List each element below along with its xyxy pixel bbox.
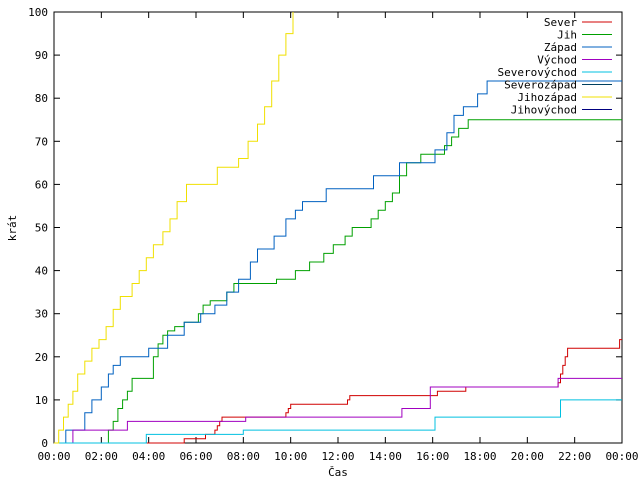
- legend-label: Západ: [544, 41, 577, 54]
- x-tick-label: 06:00: [179, 450, 212, 463]
- x-tick-label: 04:00: [132, 450, 165, 463]
- series-line-3: [54, 80, 622, 444]
- y-tick-label: 70: [35, 135, 48, 148]
- x-tick-label: 12:00: [321, 450, 354, 463]
- legend-label: Jihovýchod: [511, 104, 577, 117]
- y-tick-label: 50: [35, 222, 48, 235]
- x-tick-label: 18:00: [463, 450, 496, 463]
- y-tick-label: 90: [35, 49, 48, 62]
- y-tick-label: 60: [35, 178, 48, 191]
- x-tick-label: 14:00: [369, 450, 402, 463]
- y-tick-label: 0: [41, 437, 48, 450]
- y-tick-label: 20: [35, 351, 48, 364]
- x-tick-label: 10:00: [274, 450, 307, 463]
- x-axis-label: Čas: [328, 466, 348, 479]
- x-tick-label: 16:00: [416, 450, 449, 463]
- y-axis-ticks: 0 10 20 30 40 50 60 70 80 90 100: [28, 6, 622, 450]
- legend-label: Jihozápad: [517, 91, 577, 104]
- y-tick-label: 30: [35, 308, 48, 321]
- x-axis-ticks: 00:00 02:00 04:00 06:00 08:00 10:00 12:00 14:00…: [37, 12, 639, 463]
- legend-label: Jih: [557, 29, 577, 42]
- y-tick-label: 80: [35, 92, 48, 105]
- x-tick-label: 08:00: [227, 450, 260, 463]
- legend-label: Severozápad: [504, 79, 577, 92]
- x-tick-label: 02:00: [85, 450, 118, 463]
- series-line-7: [54, 12, 294, 444]
- series-line-2: [54, 119, 622, 444]
- y-tick-label: 40: [35, 265, 48, 278]
- x-tick-label: 00:00: [605, 450, 638, 463]
- series-line-5: [54, 399, 622, 444]
- y-axis-label: krát: [6, 215, 19, 242]
- legend-label: Sever: [544, 16, 577, 29]
- y-tick-label: 100: [28, 6, 48, 19]
- y-tick-label: 10: [35, 394, 48, 407]
- legend: SeverJihZápadVýchodSeverovýchodSeverozáp…: [498, 16, 612, 117]
- x-tick-label: 20:00: [511, 450, 544, 463]
- series-layer: [54, 12, 622, 444]
- legend-label: Východ: [537, 54, 577, 67]
- series-line-4: [54, 377, 622, 444]
- x-tick-label: 00:00: [37, 450, 70, 463]
- series-line-1: [54, 339, 622, 444]
- legend-label: Severovýchod: [498, 66, 577, 79]
- x-tick-label: 22:00: [558, 450, 591, 463]
